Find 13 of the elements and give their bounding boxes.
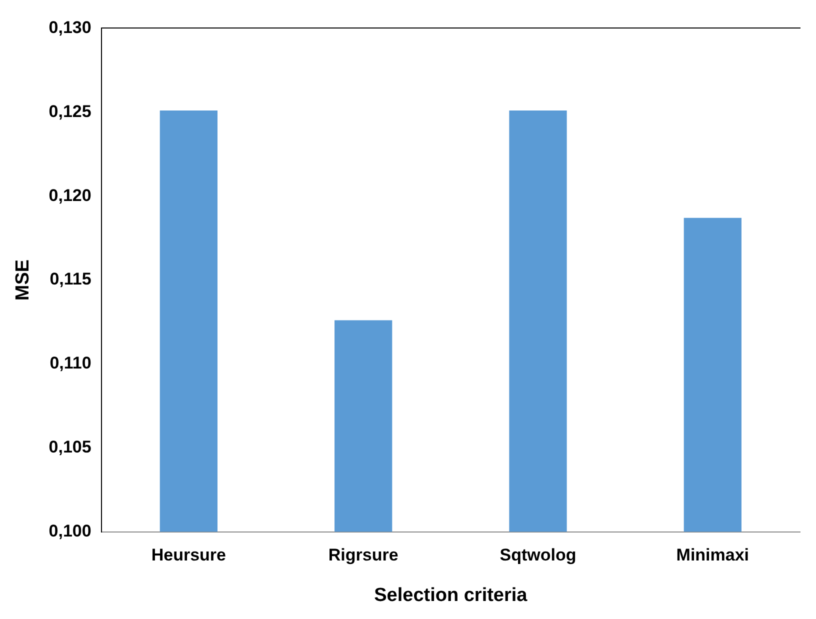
x-tick-label: Rigrsure <box>328 546 398 565</box>
y-tick-label: 0,115 <box>50 270 92 289</box>
y-tick-label: 0,100 <box>48 521 92 540</box>
y-tick-label: 0,125 <box>48 102 92 121</box>
x-tick-label: Sqtwolog <box>500 546 576 565</box>
x-axis-title: Selection criteria <box>374 584 528 606</box>
y-tick-label: 0,130 <box>48 18 92 37</box>
x-tick-label: Heursure <box>151 546 226 565</box>
y-axis-title: MSE <box>12 259 34 301</box>
y-tick-label: 0,105 <box>48 438 92 457</box>
y-tick-label: 0,120 <box>48 186 92 205</box>
y-tick-label: 0,110 <box>50 354 92 373</box>
x-tick-label: Minimaxi <box>676 546 750 565</box>
